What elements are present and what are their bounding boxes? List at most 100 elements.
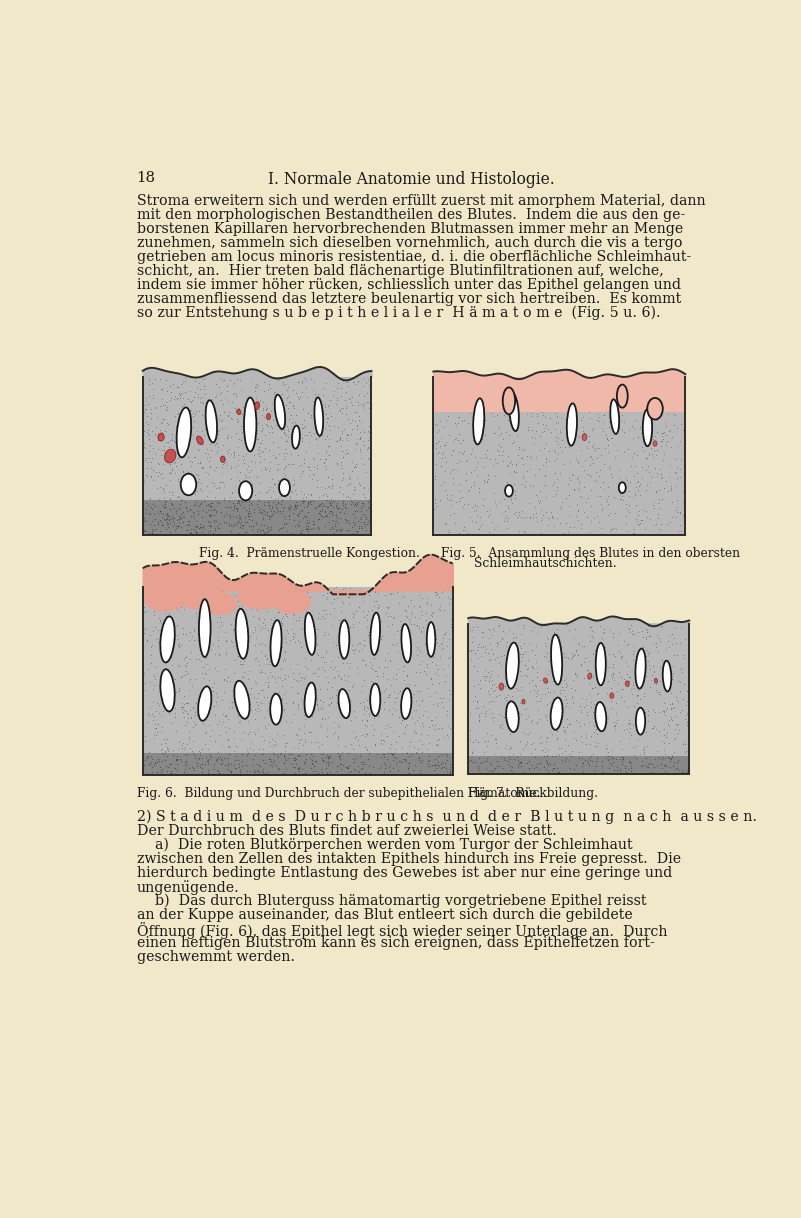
Point: [189, 520, 202, 540]
Point: [526, 407, 539, 426]
Point: [375, 630, 388, 649]
Point: [160, 509, 173, 529]
Point: [542, 664, 555, 683]
Point: [352, 521, 364, 541]
Point: [169, 682, 182, 702]
Point: [268, 760, 281, 780]
Point: [229, 515, 242, 535]
Point: [563, 393, 576, 413]
Point: [351, 523, 364, 542]
Point: [148, 715, 161, 734]
Point: [323, 695, 336, 715]
Point: [680, 681, 693, 700]
Point: [387, 583, 400, 603]
Point: [340, 396, 352, 415]
Point: [321, 491, 334, 510]
Point: [256, 618, 268, 637]
Point: [252, 695, 264, 715]
Point: [268, 758, 280, 777]
Point: [235, 512, 248, 531]
Point: [220, 671, 233, 691]
Point: [475, 429, 488, 448]
Point: [220, 748, 233, 767]
Point: [294, 637, 307, 657]
Point: [239, 468, 252, 487]
Point: [494, 752, 507, 771]
Point: [552, 626, 565, 646]
Point: [274, 519, 287, 538]
Point: [465, 443, 478, 463]
Point: [569, 408, 582, 428]
Point: [362, 585, 375, 604]
Point: [654, 385, 666, 404]
Point: [159, 604, 171, 624]
Point: [252, 414, 264, 434]
Point: [255, 580, 268, 599]
Point: [330, 493, 343, 513]
Point: [294, 466, 307, 486]
Point: [285, 481, 298, 501]
Point: [421, 739, 433, 759]
Ellipse shape: [506, 702, 519, 732]
Point: [602, 505, 614, 525]
Point: [667, 415, 680, 435]
Point: [171, 516, 184, 536]
Point: [159, 396, 172, 415]
Point: [537, 761, 549, 781]
Point: [281, 417, 294, 436]
Point: [665, 683, 678, 703]
Point: [438, 513, 451, 532]
Point: [393, 765, 406, 784]
Point: [242, 504, 255, 524]
Point: [262, 667, 275, 687]
Point: [142, 704, 155, 723]
Point: [503, 695, 516, 715]
Point: [200, 409, 213, 429]
Point: [259, 647, 272, 666]
Point: [138, 520, 151, 540]
Point: [147, 675, 160, 694]
Point: [236, 764, 249, 783]
Point: [540, 694, 553, 714]
Point: [498, 760, 511, 780]
Point: [529, 761, 542, 781]
Point: [457, 495, 470, 514]
Point: [265, 423, 278, 442]
Point: [155, 512, 167, 531]
Point: [304, 759, 316, 778]
Point: [336, 743, 348, 762]
Point: [641, 393, 654, 413]
Point: [636, 753, 649, 772]
Point: [574, 695, 586, 715]
Point: [171, 755, 183, 775]
Point: [385, 607, 398, 626]
Point: [270, 497, 283, 516]
Point: [215, 418, 228, 437]
Point: [413, 598, 426, 618]
Ellipse shape: [339, 620, 349, 659]
Point: [375, 730, 388, 749]
Point: [662, 748, 674, 767]
Point: [440, 432, 453, 452]
Point: [665, 480, 678, 499]
Point: [514, 756, 527, 776]
Point: [413, 682, 426, 702]
Point: [670, 714, 682, 733]
Point: [348, 373, 360, 392]
Point: [481, 752, 493, 771]
Point: [140, 423, 153, 442]
Point: [476, 384, 489, 403]
Point: [470, 641, 483, 660]
Point: [366, 632, 379, 652]
Point: [230, 498, 243, 518]
Point: [405, 709, 418, 728]
Point: [322, 748, 335, 767]
Point: [192, 747, 205, 766]
Point: [215, 736, 228, 755]
Point: [312, 385, 324, 404]
Point: [526, 369, 539, 389]
Point: [439, 764, 452, 783]
Point: [578, 649, 591, 669]
Point: [210, 457, 223, 476]
Point: [562, 648, 574, 667]
